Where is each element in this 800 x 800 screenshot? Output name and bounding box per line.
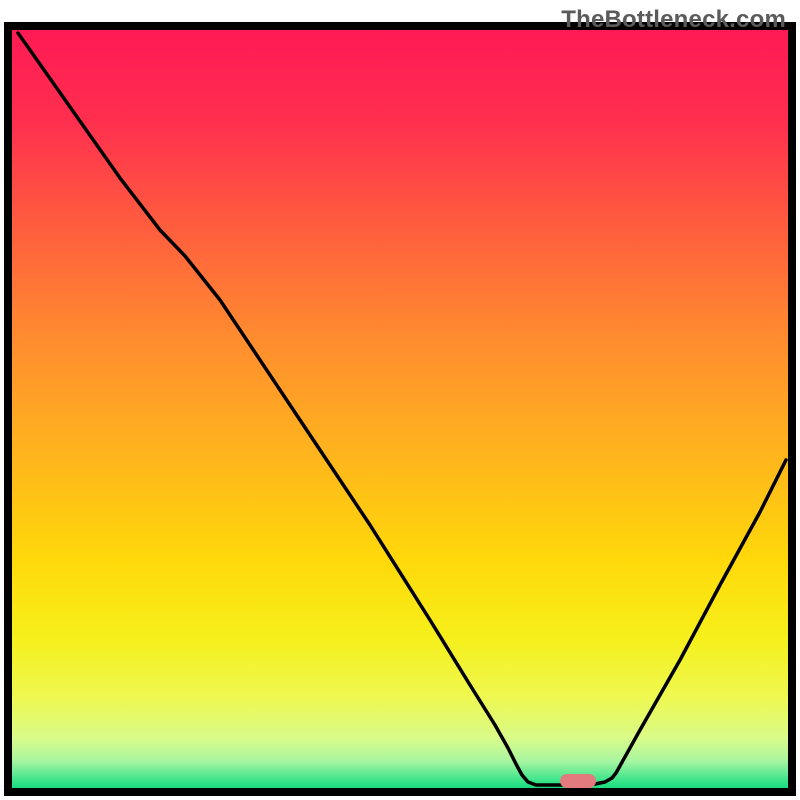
chart-container: TheBottleneck.com xyxy=(0,0,800,800)
minimum-marker xyxy=(560,774,596,788)
bottleneck-chart xyxy=(0,0,800,800)
watermark-text: TheBottleneck.com xyxy=(561,6,786,34)
